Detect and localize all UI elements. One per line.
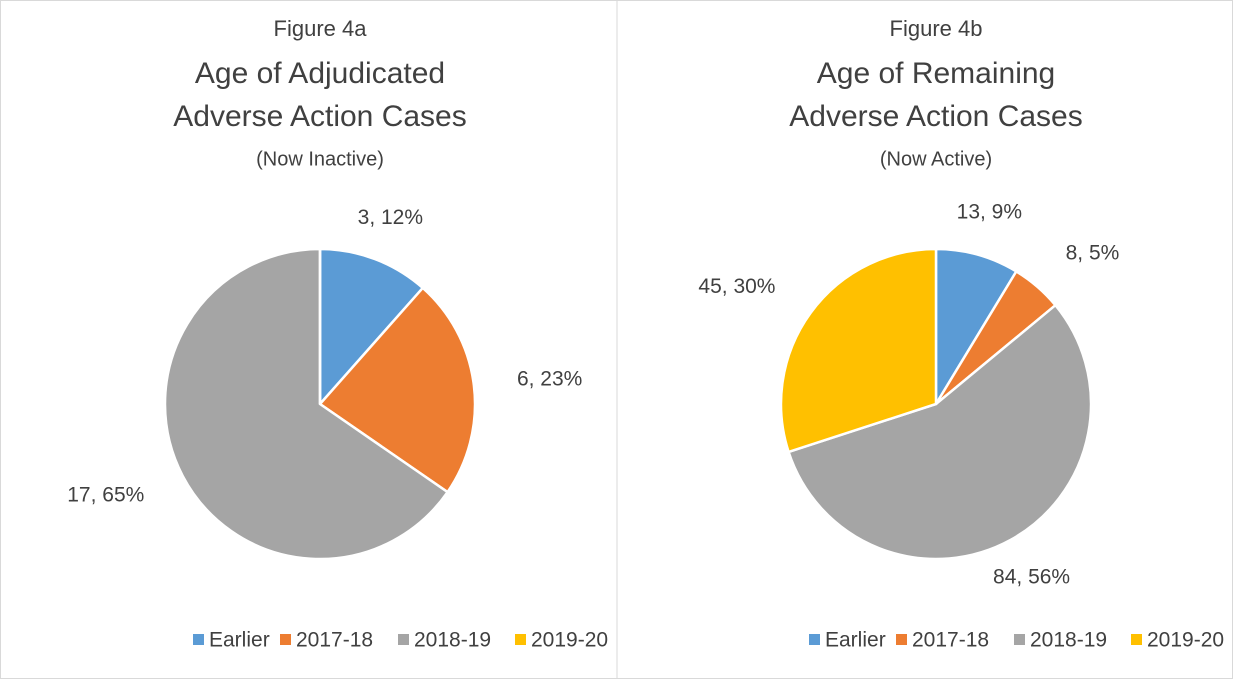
chart-title: Figure 4b xyxy=(890,16,983,41)
legend-label: Earlier xyxy=(209,629,270,652)
data-label: 3, 12% xyxy=(358,206,423,229)
pie-slice xyxy=(318,286,477,494)
pie-slice xyxy=(934,247,1019,409)
chart-title: Age of Adjudicated xyxy=(195,57,445,90)
chart-title: (Now Active) xyxy=(880,148,992,170)
legend-swatch xyxy=(515,634,526,645)
data-label: 6, 23% xyxy=(517,368,582,391)
pie-slice xyxy=(779,247,938,454)
chart-title: Adverse Action Cases xyxy=(173,100,466,133)
chart-title: Adverse Action Cases xyxy=(789,100,1082,133)
chart-title: (Now Inactive) xyxy=(256,148,384,170)
legend-swatch xyxy=(809,634,820,645)
pie-slice xyxy=(787,303,1093,561)
pie-slice xyxy=(163,247,450,561)
legend-label: 2017-18 xyxy=(296,629,373,652)
legend-swatch xyxy=(1014,634,1025,645)
data-label: 45, 30% xyxy=(698,275,775,298)
chart-title: Age of Remaining xyxy=(817,57,1055,90)
legend-swatch xyxy=(280,634,291,645)
legend-swatch xyxy=(193,634,204,645)
data-label: 13, 9% xyxy=(957,200,1022,223)
legend-label: Earlier xyxy=(825,629,886,652)
data-label: 17, 65% xyxy=(67,484,144,507)
legend-swatch xyxy=(398,634,409,645)
legend-label: 2019-20 xyxy=(1147,629,1224,652)
data-label: 84, 56% xyxy=(993,565,1070,588)
data-label: 8, 5% xyxy=(1066,241,1120,264)
legend-label: 2018-19 xyxy=(1030,629,1107,652)
legend-label: 2017-18 xyxy=(912,629,989,652)
legend-swatch xyxy=(1131,634,1142,645)
legend-swatch xyxy=(896,634,907,645)
pie-slice xyxy=(318,247,425,408)
legend-label: 2019-20 xyxy=(531,629,608,652)
chart-title: Figure 4a xyxy=(274,16,368,41)
legend-label: 2018-19 xyxy=(414,629,491,652)
